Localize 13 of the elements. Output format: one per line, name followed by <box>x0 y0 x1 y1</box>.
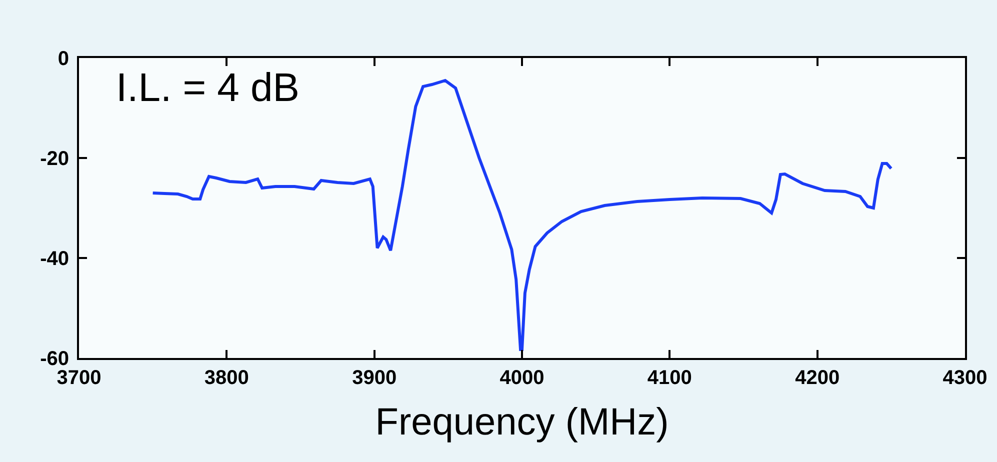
x-tick-label: 4300 <box>942 367 988 389</box>
x-axis-title: Frequency (MHz) <box>375 402 669 444</box>
y-tick-label: -60 <box>40 348 69 370</box>
x-tick-label: 3700 <box>56 367 102 389</box>
annotation: I.L. = 4 dB <box>116 66 300 110</box>
x-tick-label: 4100 <box>647 367 692 389</box>
x-tick-label: 4000 <box>500 367 544 389</box>
y-tick-label: -20 <box>40 148 69 170</box>
x-tick-label: 3800 <box>204 367 249 389</box>
y-tick-label: -40 <box>40 248 69 270</box>
y-tick-label: 0 <box>58 48 69 70</box>
x-tick-label: 4200 <box>795 367 840 389</box>
x-tick-label: 3900 <box>352 367 397 389</box>
